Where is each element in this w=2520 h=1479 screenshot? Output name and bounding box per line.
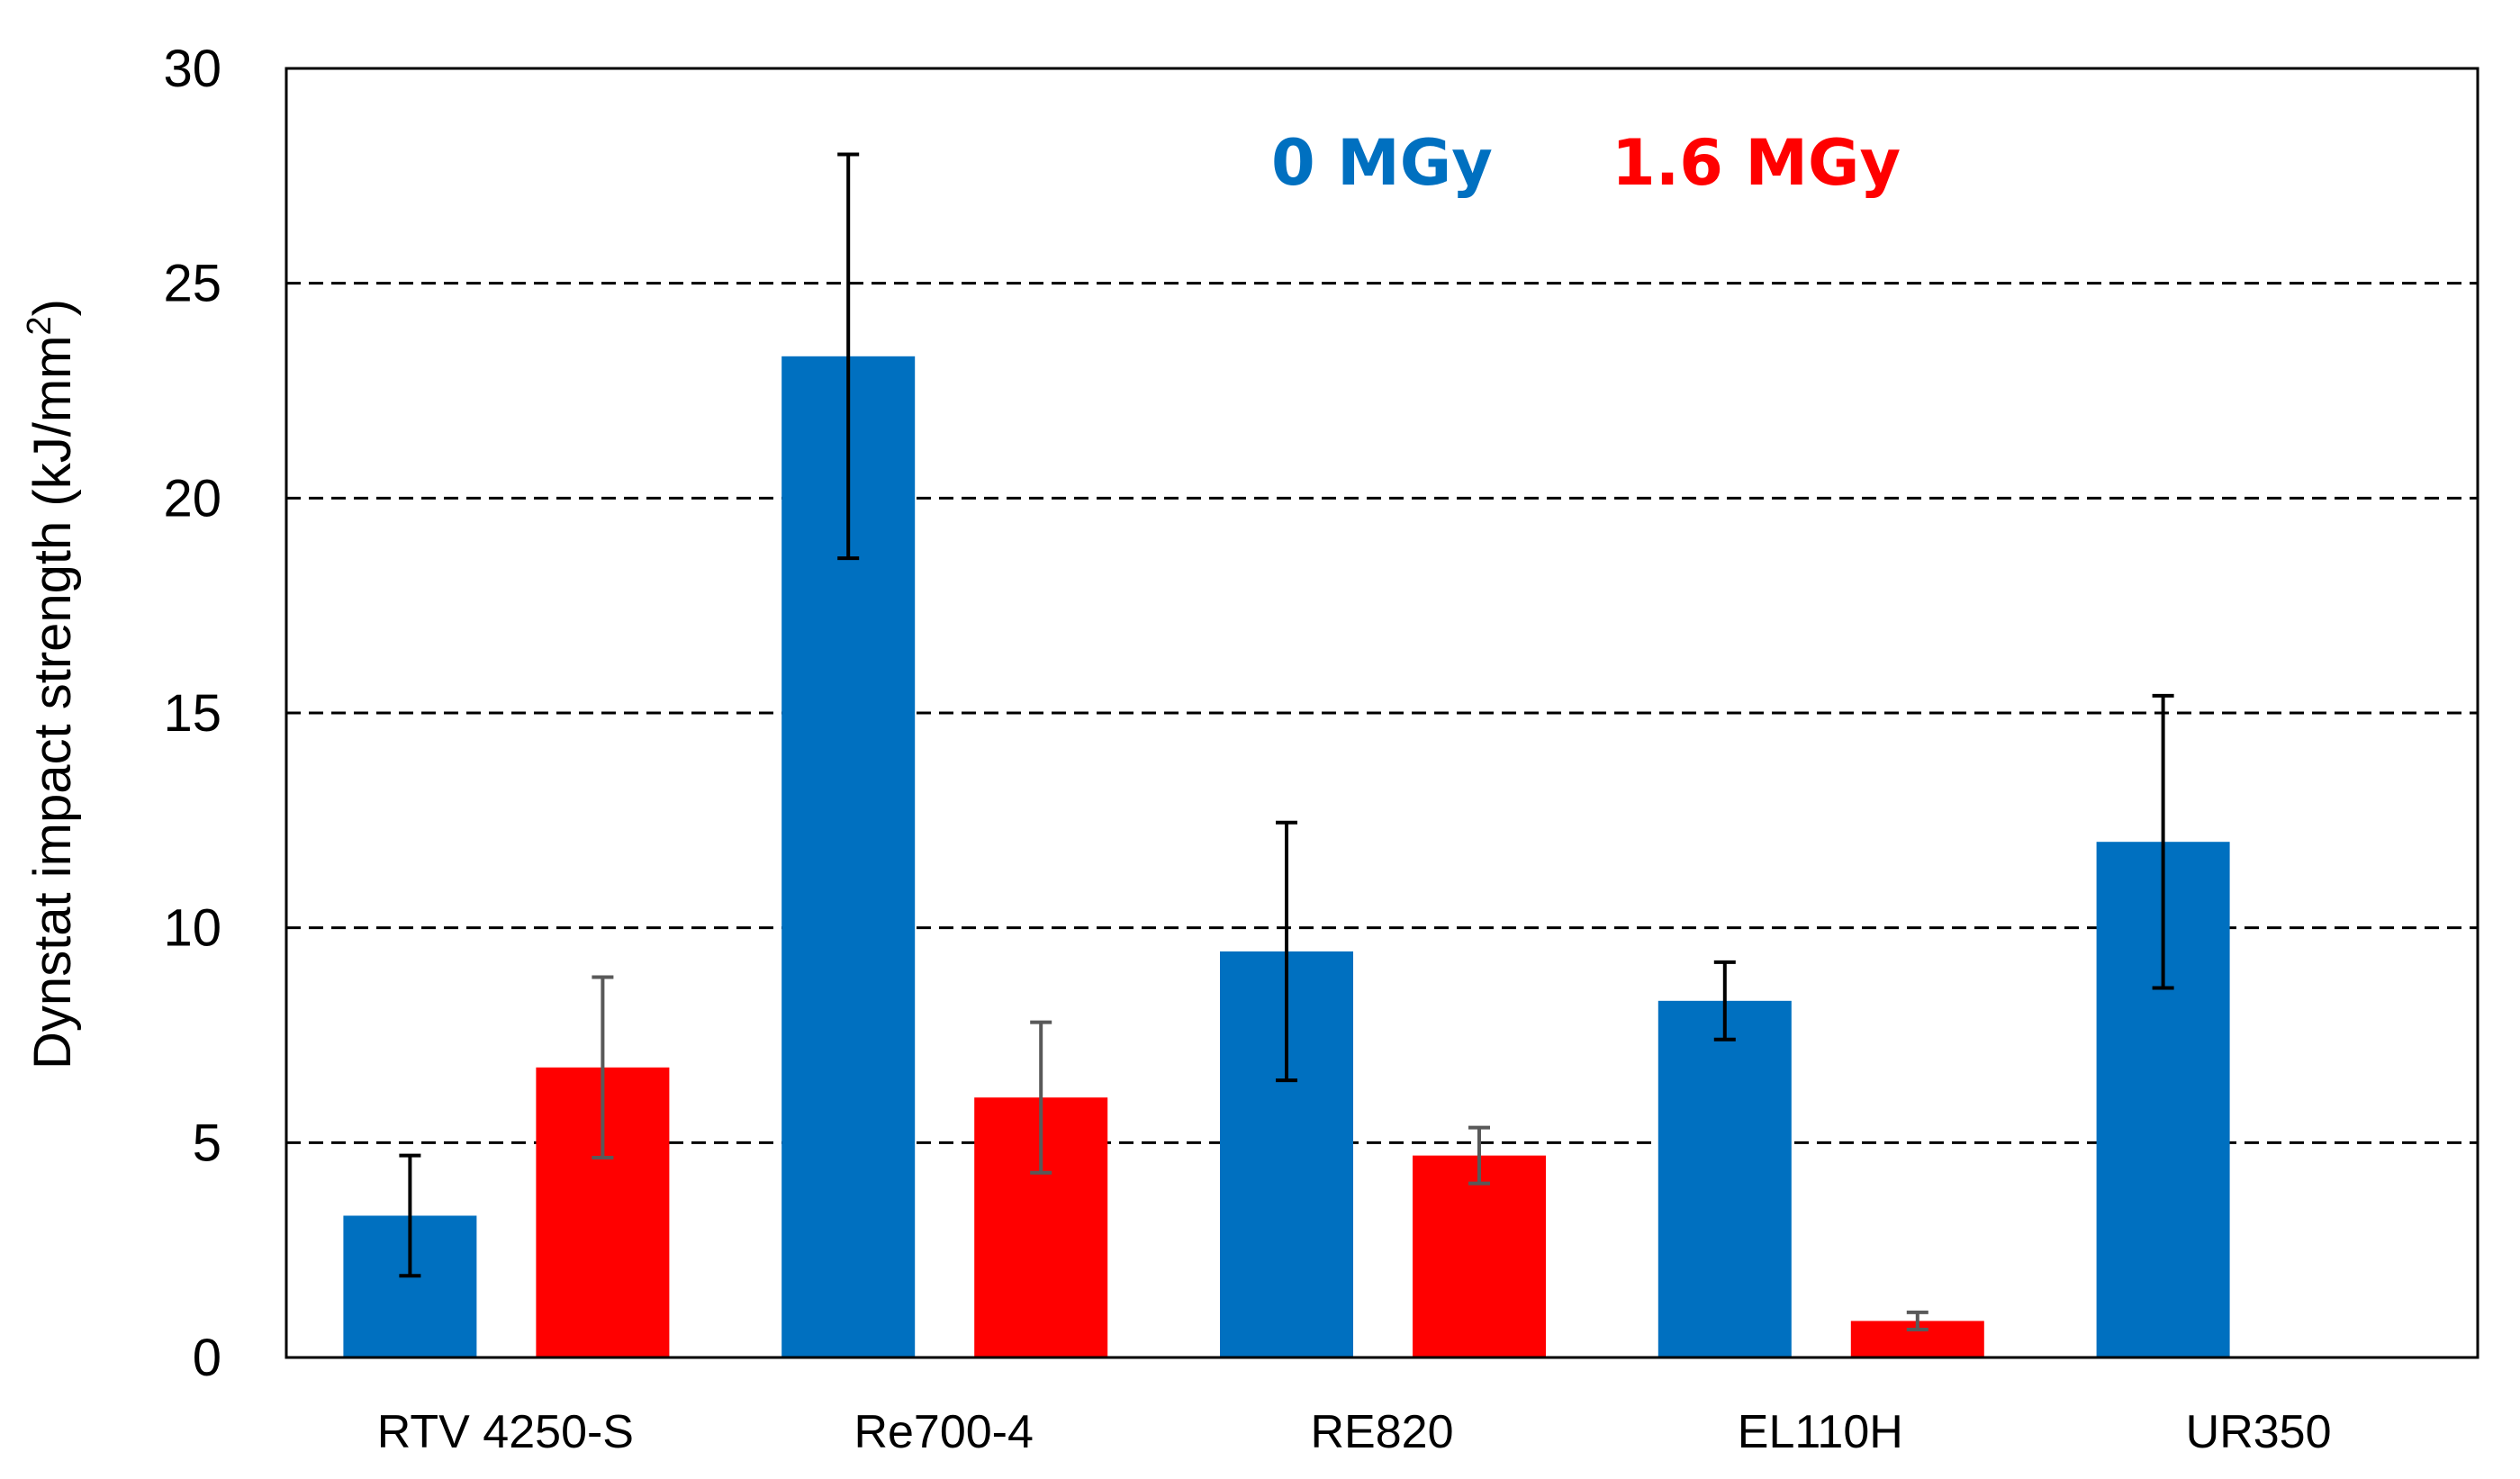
- y-axis-title: Dynstat impact strength (kJ/mm2): [21, 299, 82, 1069]
- y-tick-label-20: 20: [163, 469, 221, 528]
- y-tick-label-30: 30: [163, 40, 221, 98]
- error-bars: [399, 152, 2174, 1331]
- y-tick-labels: 0 5 10 15 20 25 30: [163, 40, 221, 1387]
- y-tick-label-0: 0: [193, 1329, 221, 1387]
- bar-a-3: [1657, 1000, 1792, 1357]
- x-category-label-4: UR350: [2186, 1406, 2332, 1458]
- bar-b-2: [1413, 1155, 1546, 1357]
- y-tick-label-15: 15: [163, 684, 221, 743]
- error-bar-a-4: [2152, 693, 2174, 990]
- legend-entry-1-6-mgy: 1.6 MGy: [1612, 126, 1901, 200]
- error-bar-b-3: [1906, 1310, 1928, 1331]
- x-category-label-3: EL110H: [1738, 1406, 1903, 1458]
- x-category-label-0: RTV 4250-S: [377, 1406, 634, 1458]
- y-tick-label-25: 25: [163, 255, 221, 313]
- error-bar-b-0: [592, 975, 614, 1160]
- x-category-labels: RTV 4250-S Re700-4 RE820 EL110H UR350: [377, 1406, 2332, 1458]
- legend: 0 MGy 1.6 MGy: [1271, 126, 1901, 200]
- legend-entry-0-mgy: 0 MGy: [1271, 126, 1493, 200]
- x-category-label-2: RE820: [1311, 1406, 1454, 1458]
- error-bar-b-1: [1030, 1020, 1052, 1175]
- error-bar-a-0: [399, 1153, 421, 1278]
- error-bar-b-2: [1468, 1125, 1490, 1186]
- x-category-label-1: Re700-4: [854, 1406, 1033, 1458]
- error-bar-a-2: [1276, 820, 1297, 1083]
- y-tick-label-10: 10: [163, 899, 221, 958]
- plot-frame: [285, 67, 2479, 1359]
- y-tick-label-5: 5: [193, 1114, 221, 1172]
- error-bar-a-1: [837, 152, 860, 561]
- error-bar-a-3: [1713, 960, 1736, 1042]
